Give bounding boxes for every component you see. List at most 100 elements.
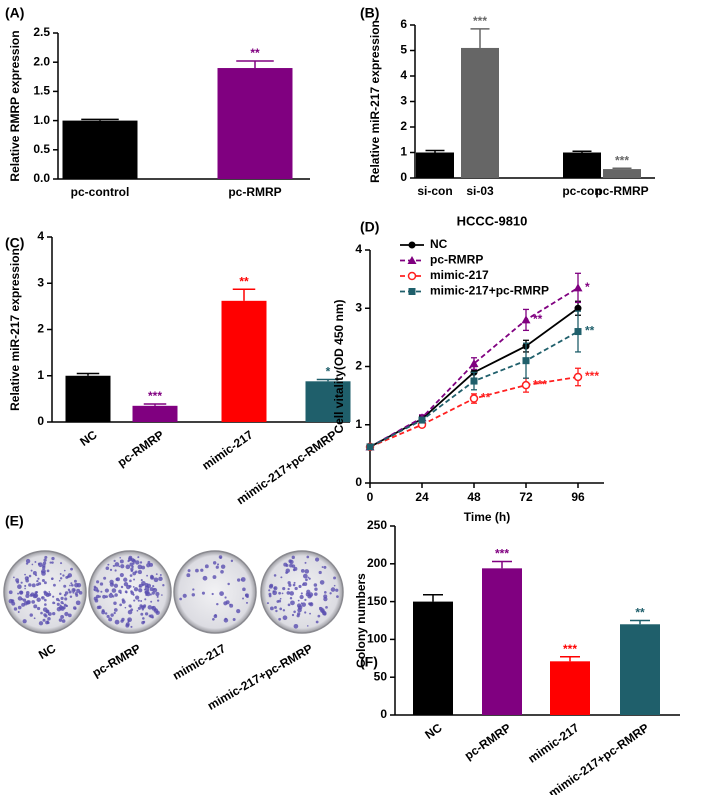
bar <box>413 601 453 715</box>
colony <box>49 561 52 564</box>
colony <box>161 594 163 596</box>
colony <box>152 585 155 588</box>
colony <box>151 591 155 595</box>
colony <box>121 617 125 622</box>
colony <box>46 569 50 573</box>
colony <box>133 587 139 592</box>
colony <box>299 594 304 600</box>
y-tick-label: 1 <box>400 145 407 159</box>
colony <box>230 559 234 563</box>
colony <box>333 584 336 587</box>
panel-label: (E) <box>5 513 24 529</box>
colony <box>288 583 292 587</box>
bar <box>620 624 660 715</box>
colony <box>224 596 227 599</box>
colony <box>102 594 106 599</box>
colony <box>31 563 34 566</box>
y-tick-label: 200 <box>367 556 387 570</box>
colony <box>124 606 127 609</box>
y-tick-label: 2 <box>355 359 362 373</box>
colony <box>137 606 141 610</box>
colony <box>321 566 324 568</box>
y-tick-label: 0.0 <box>33 171 50 185</box>
y-axis-label: Relative miR-217 expression <box>8 248 22 411</box>
colony <box>28 574 32 578</box>
colony <box>281 592 284 595</box>
colony <box>219 591 224 596</box>
colony <box>42 564 46 568</box>
colony <box>47 613 50 616</box>
colony <box>50 577 54 581</box>
colony <box>33 617 36 620</box>
colony <box>94 598 99 603</box>
colony <box>36 583 39 587</box>
colony <box>104 612 108 615</box>
x-tick-label: mimic-217 <box>199 427 255 472</box>
colony <box>28 583 32 587</box>
dish <box>88 550 172 634</box>
colony <box>42 561 47 565</box>
colony <box>296 603 302 608</box>
colony <box>74 607 77 610</box>
colony <box>52 595 55 598</box>
colony <box>335 588 339 592</box>
colony <box>44 555 48 559</box>
colony <box>144 612 149 616</box>
colony <box>156 595 159 598</box>
colony <box>323 597 328 602</box>
colony <box>133 578 136 581</box>
colony <box>136 609 139 612</box>
colony <box>155 573 158 576</box>
y-tick-label: 250 <box>367 518 387 532</box>
colony <box>192 588 195 591</box>
colony <box>268 594 272 598</box>
significance: ** <box>585 324 595 338</box>
y-tick-label: 2.0 <box>33 54 50 68</box>
colony <box>108 617 113 622</box>
colony <box>17 605 22 610</box>
colony <box>59 577 63 580</box>
colony <box>287 581 291 585</box>
y-tick-label: 4 <box>355 242 362 256</box>
colony <box>273 574 277 577</box>
colony <box>78 591 83 595</box>
colony <box>274 605 277 609</box>
colony <box>245 601 249 604</box>
colony <box>149 593 152 596</box>
colony <box>289 597 293 600</box>
colony <box>153 588 156 590</box>
colony <box>290 600 295 606</box>
colony <box>25 578 29 583</box>
colony <box>306 625 309 627</box>
colony <box>130 625 133 628</box>
colony <box>132 586 135 588</box>
colony <box>42 607 48 612</box>
colony <box>43 598 47 602</box>
colony <box>158 576 163 582</box>
x-tick-label: pc-RMRP <box>228 185 281 199</box>
colony <box>25 591 30 595</box>
colony <box>113 608 118 612</box>
colony <box>75 600 81 606</box>
colony <box>24 573 26 576</box>
colony <box>215 565 219 569</box>
colony <box>135 595 140 600</box>
colony <box>279 607 283 611</box>
bar <box>305 381 351 422</box>
colony <box>43 581 47 585</box>
colony <box>229 603 234 608</box>
colony <box>159 574 162 576</box>
marker <box>469 359 479 368</box>
colony <box>147 560 151 564</box>
colony <box>24 587 26 590</box>
y-tick-label: 3 <box>37 275 44 289</box>
colony <box>56 602 60 606</box>
colony <box>32 571 37 575</box>
colony <box>26 576 29 579</box>
panel-label: (F) <box>360 654 378 670</box>
colony <box>132 571 137 576</box>
colony <box>293 581 296 584</box>
colony <box>217 563 220 566</box>
colony <box>127 617 132 623</box>
y-tick-label: 1 <box>37 368 44 382</box>
